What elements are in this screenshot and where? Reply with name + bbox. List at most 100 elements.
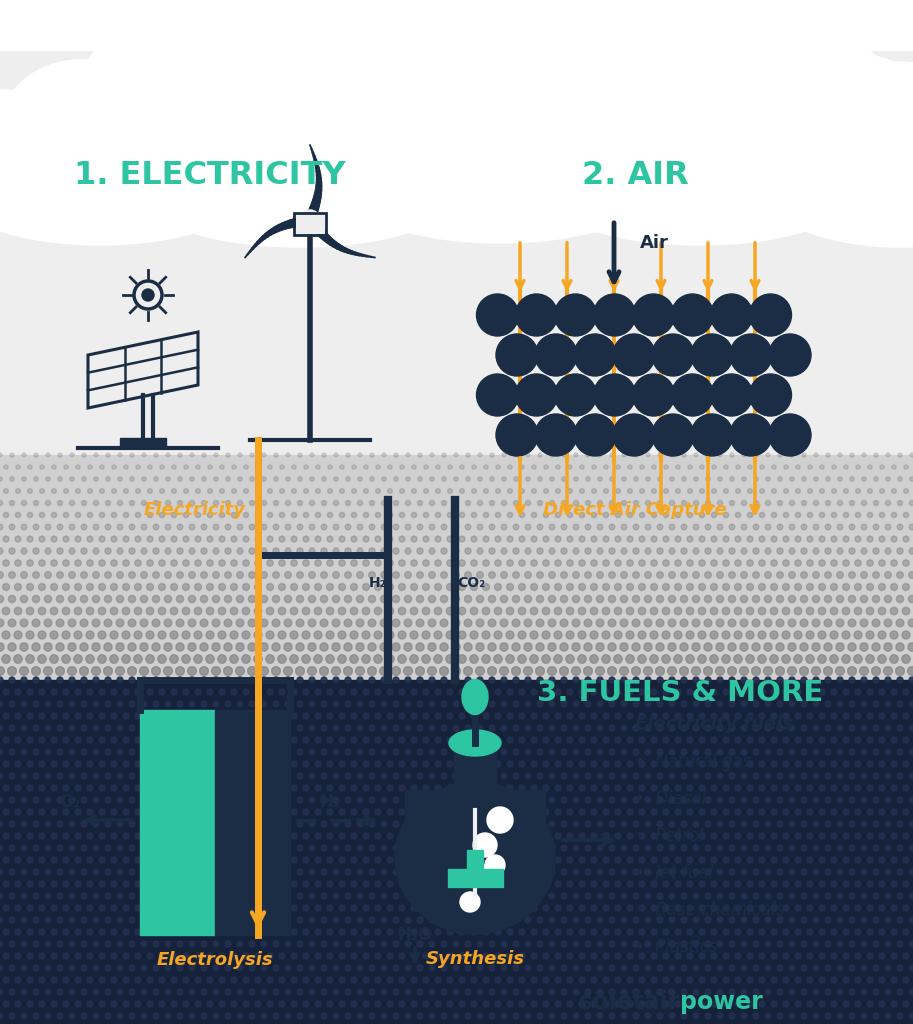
Circle shape (453, 965, 459, 971)
Circle shape (663, 785, 669, 791)
Circle shape (0, 667, 5, 676)
Circle shape (573, 869, 579, 874)
Circle shape (87, 809, 93, 815)
Circle shape (652, 334, 694, 376)
Circle shape (909, 725, 913, 731)
Circle shape (219, 929, 225, 935)
Circle shape (75, 857, 81, 863)
Circle shape (477, 773, 483, 779)
Circle shape (165, 845, 171, 851)
Circle shape (495, 881, 501, 887)
Ellipse shape (555, 7, 725, 163)
Circle shape (399, 905, 405, 911)
Circle shape (21, 821, 27, 827)
Circle shape (249, 941, 255, 947)
Circle shape (213, 965, 219, 971)
Circle shape (441, 821, 447, 827)
Circle shape (513, 524, 519, 529)
Circle shape (381, 989, 387, 995)
Circle shape (399, 929, 405, 935)
Circle shape (212, 620, 220, 627)
Circle shape (195, 537, 201, 542)
Circle shape (555, 977, 561, 983)
Circle shape (508, 488, 512, 494)
Text: •  Diesel: • Diesel (635, 790, 707, 808)
Circle shape (633, 749, 639, 755)
Circle shape (699, 713, 705, 719)
Circle shape (750, 294, 792, 336)
Circle shape (519, 809, 525, 815)
Circle shape (236, 667, 245, 676)
Circle shape (387, 905, 393, 911)
Circle shape (188, 643, 196, 651)
Circle shape (572, 667, 581, 676)
Circle shape (51, 833, 57, 839)
Circle shape (435, 953, 441, 959)
Circle shape (291, 560, 298, 566)
Circle shape (201, 821, 207, 827)
Circle shape (237, 893, 243, 899)
Circle shape (615, 929, 621, 935)
Circle shape (693, 548, 699, 554)
Circle shape (885, 845, 891, 851)
Circle shape (615, 977, 621, 983)
Circle shape (33, 677, 39, 683)
Circle shape (789, 1013, 795, 1019)
Circle shape (171, 833, 177, 839)
Circle shape (3, 584, 9, 591)
Circle shape (286, 501, 290, 506)
Circle shape (723, 512, 729, 518)
Circle shape (423, 560, 429, 566)
Circle shape (704, 643, 712, 651)
Circle shape (760, 512, 765, 518)
Circle shape (218, 607, 226, 614)
Circle shape (51, 953, 57, 959)
Circle shape (693, 773, 699, 779)
Circle shape (525, 749, 531, 755)
Circle shape (837, 918, 843, 923)
Circle shape (64, 465, 68, 469)
Circle shape (638, 584, 645, 591)
Circle shape (771, 785, 777, 791)
Circle shape (327, 785, 333, 791)
Text: 3. FUELS & MORE: 3. FUELS & MORE (537, 679, 824, 707)
Circle shape (897, 845, 903, 851)
Circle shape (562, 453, 566, 457)
Circle shape (340, 465, 344, 469)
Circle shape (405, 893, 411, 899)
Circle shape (813, 501, 819, 506)
Circle shape (237, 773, 243, 779)
Circle shape (285, 821, 291, 827)
Circle shape (339, 689, 345, 695)
Circle shape (854, 654, 862, 664)
Circle shape (399, 977, 405, 983)
Circle shape (735, 560, 741, 566)
Circle shape (39, 537, 45, 542)
Circle shape (447, 785, 453, 791)
Circle shape (267, 713, 273, 719)
Circle shape (622, 477, 626, 481)
Circle shape (159, 584, 165, 591)
Circle shape (255, 560, 261, 566)
Circle shape (675, 761, 681, 767)
Circle shape (273, 965, 279, 971)
Circle shape (291, 737, 297, 743)
Circle shape (207, 713, 213, 719)
Circle shape (57, 893, 63, 899)
Circle shape (885, 941, 891, 947)
Circle shape (117, 918, 123, 923)
Circle shape (254, 607, 262, 614)
Circle shape (495, 857, 501, 863)
Circle shape (627, 689, 633, 695)
Circle shape (771, 465, 776, 469)
Circle shape (693, 797, 699, 803)
Circle shape (333, 773, 339, 779)
Circle shape (202, 453, 206, 457)
Circle shape (699, 953, 705, 959)
Circle shape (315, 857, 321, 863)
Circle shape (861, 701, 867, 707)
Circle shape (273, 571, 279, 579)
Circle shape (314, 654, 322, 664)
Circle shape (502, 453, 506, 457)
Circle shape (63, 857, 69, 863)
